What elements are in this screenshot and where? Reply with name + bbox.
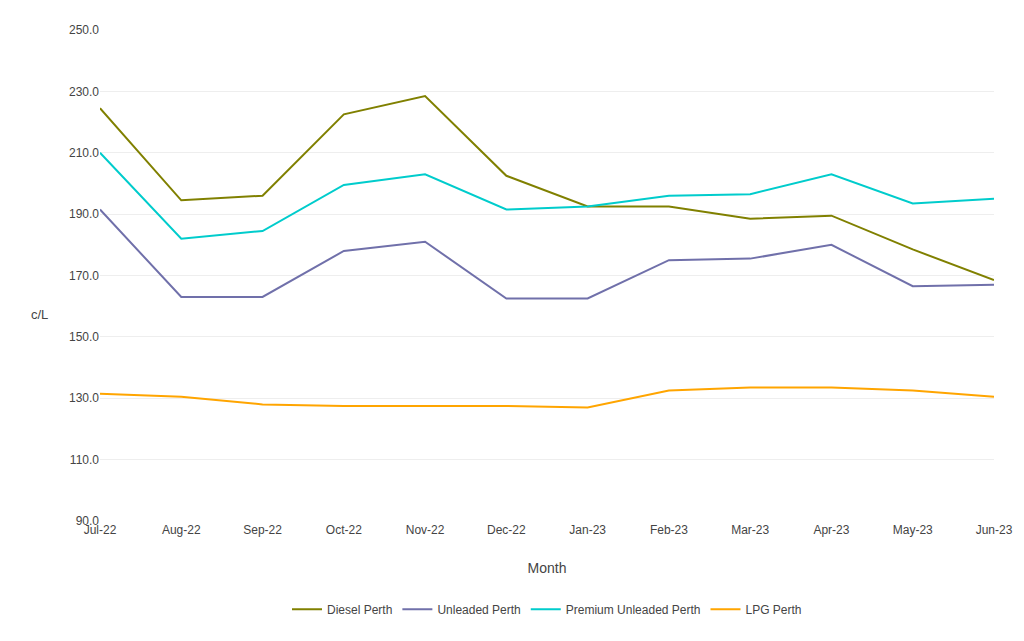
svg-text:Apr-23: Apr-23 [813,523,849,537]
svg-text:Nov-22: Nov-22 [406,523,445,537]
svg-text:Feb-23: Feb-23 [650,523,688,537]
svg-text:May-23: May-23 [893,523,933,537]
svg-text:Unleaded Perth: Unleaded Perth [437,603,520,617]
svg-text:Jul-22: Jul-22 [84,523,117,537]
svg-text:Sep-22: Sep-22 [243,523,282,537]
svg-text:90.0: 90.0 [76,514,100,528]
svg-text:Premium Unleaded Perth: Premium Unleaded Perth [566,603,701,617]
svg-text:110.0: 110.0 [70,453,99,467]
svg-text:c/L: c/L [31,307,48,322]
svg-text:Jun-23: Jun-23 [976,523,1013,537]
svg-text:250.0: 250.0 [69,23,99,37]
svg-text:Jan-23: Jan-23 [569,523,606,537]
svg-text:230.0: 230.0 [69,85,99,99]
svg-text:LPG Perth: LPG Perth [746,603,802,617]
svg-text:170.0: 170.0 [69,269,99,283]
svg-text:Aug-22: Aug-22 [162,523,201,537]
svg-text:Diesel Perth: Diesel Perth [327,603,392,617]
svg-text:Mar-23: Mar-23 [731,523,769,537]
svg-text:Oct-22: Oct-22 [326,523,362,537]
svg-text:150.0: 150.0 [69,330,99,344]
svg-text:210.0: 210.0 [69,146,99,160]
svg-text:130.0: 130.0 [69,391,99,405]
svg-text:Month: Month [528,560,567,576]
svg-text:Dec-22: Dec-22 [487,523,526,537]
svg-text:190.0: 190.0 [69,207,99,221]
